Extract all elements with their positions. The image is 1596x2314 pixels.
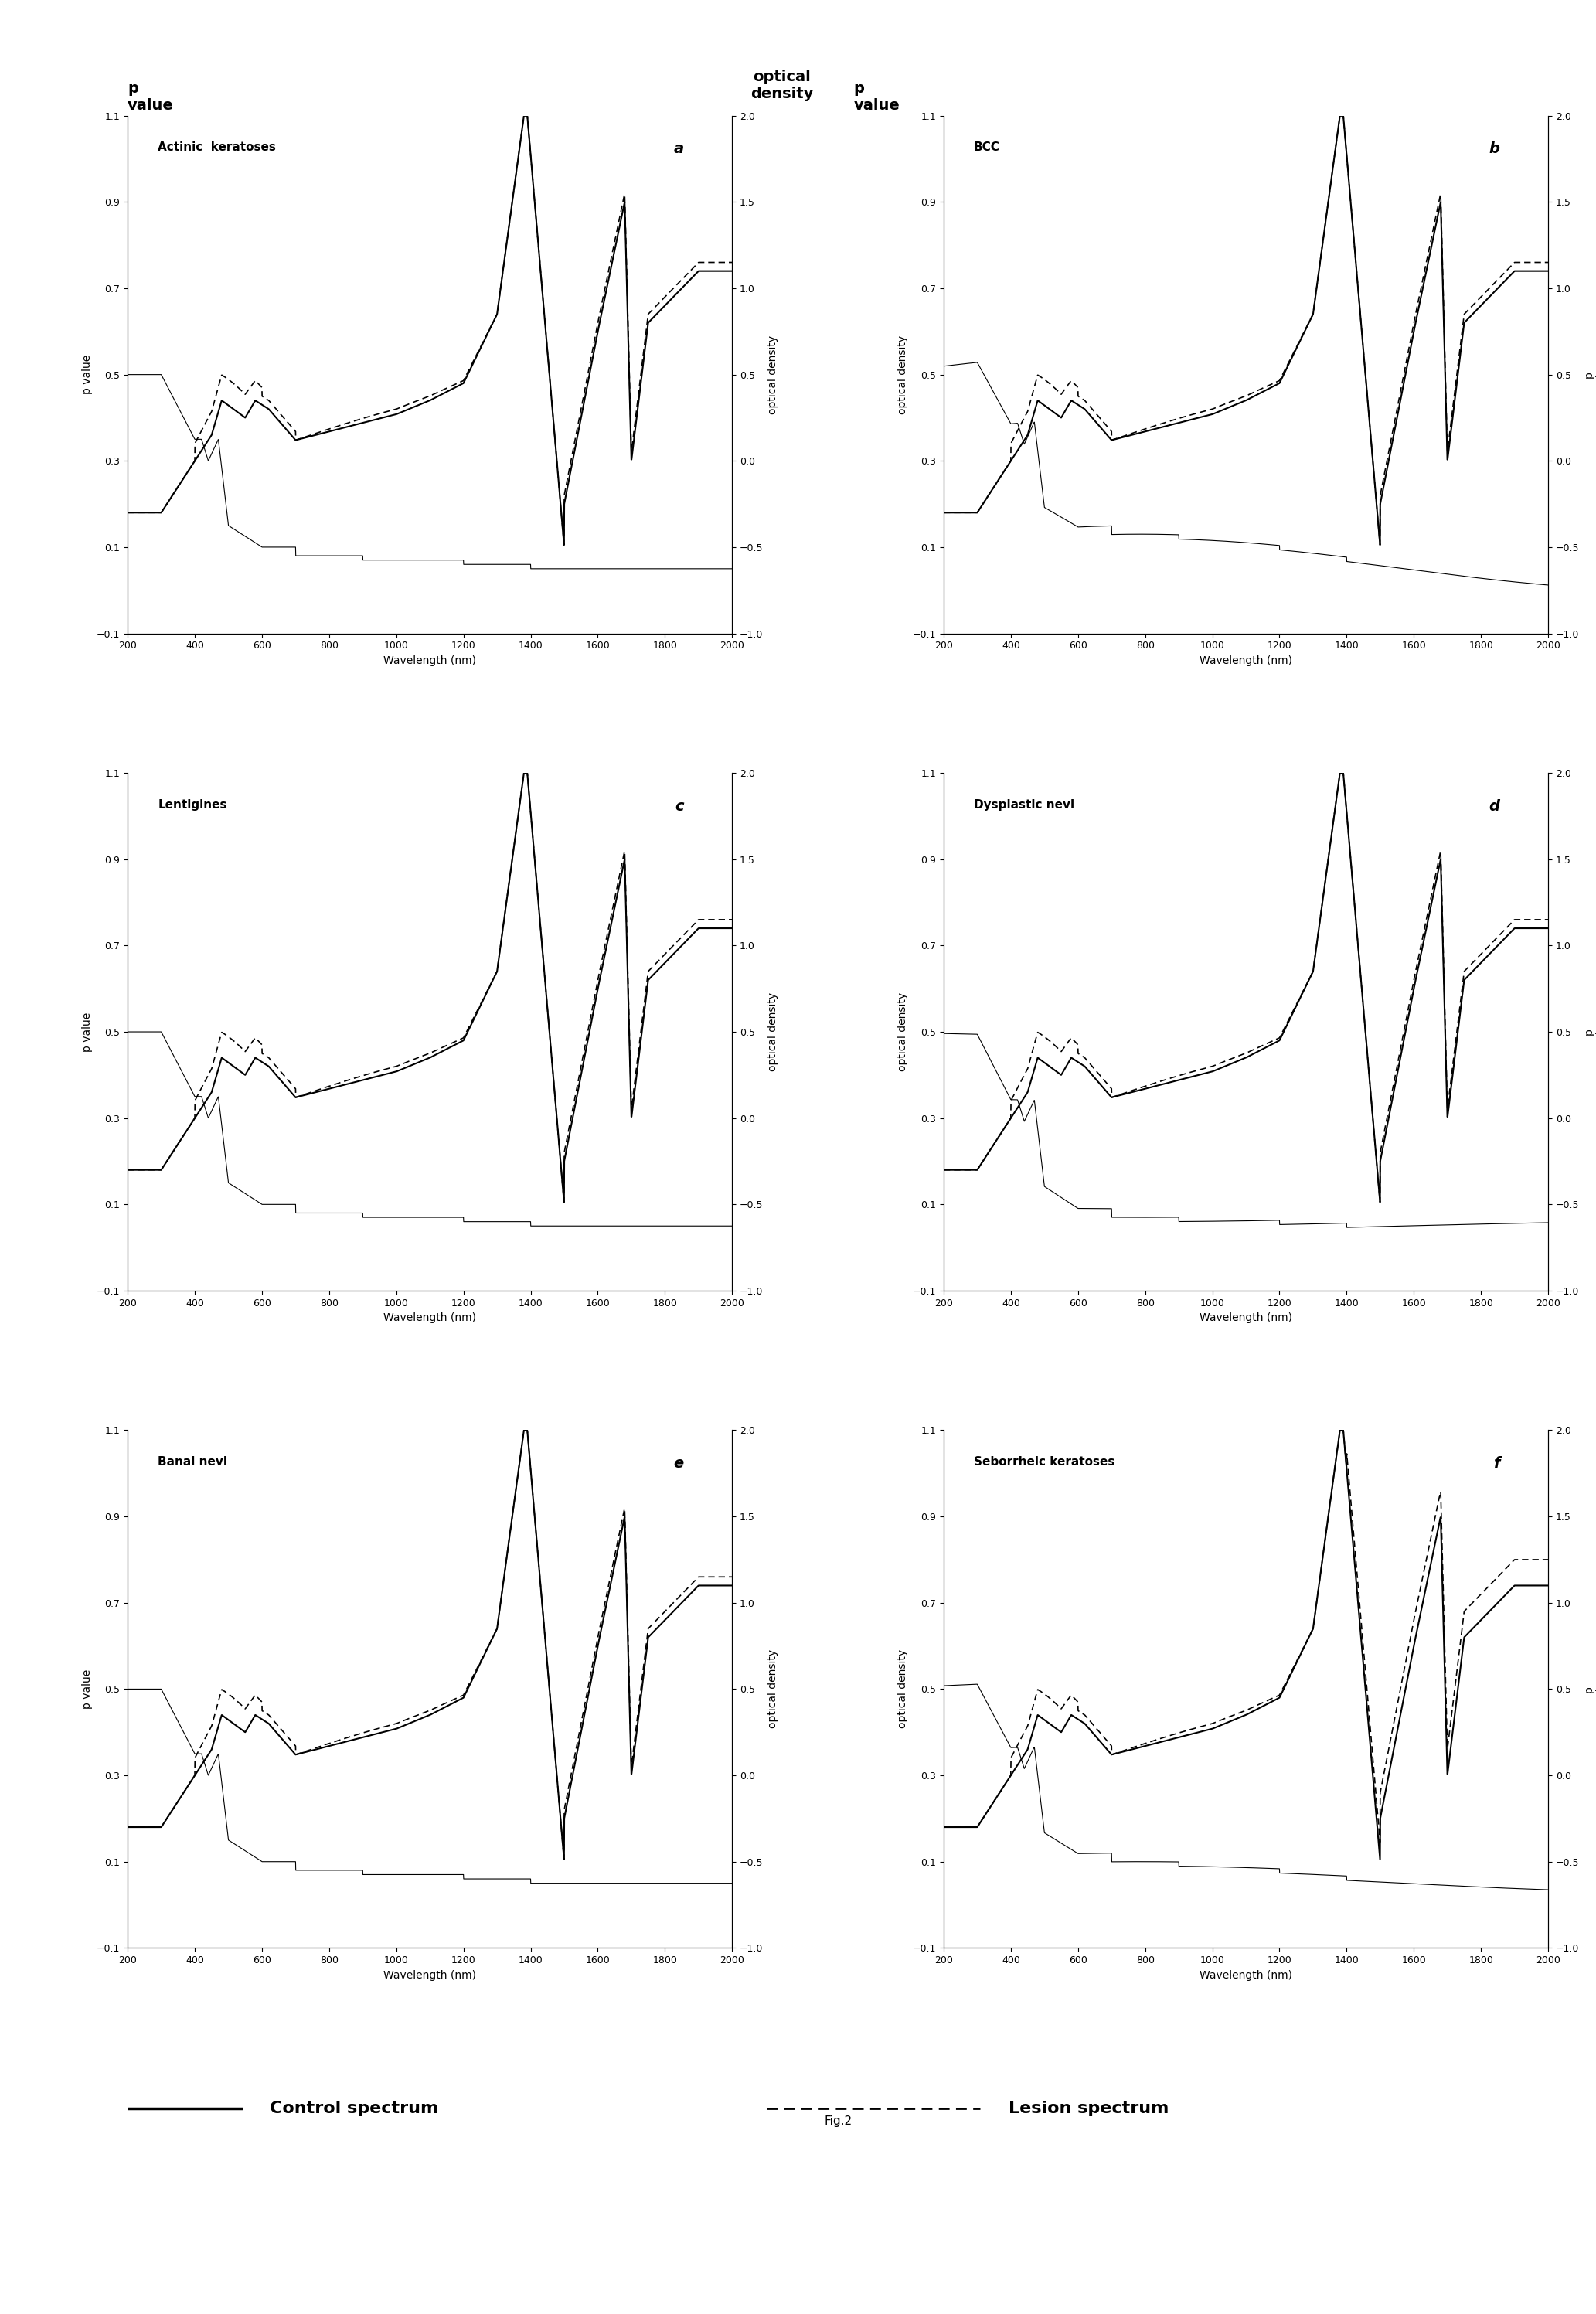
Text: c: c	[675, 798, 683, 815]
Y-axis label: optical density: optical density	[768, 1650, 779, 1729]
Y-axis label: optical density: optical density	[897, 336, 908, 414]
Y-axis label: p
value: p value	[1583, 1675, 1596, 1703]
X-axis label: Wavelength (nm): Wavelength (nm)	[383, 1969, 476, 1981]
Y-axis label: p value: p value	[81, 354, 93, 393]
Text: Lentigines: Lentigines	[158, 798, 227, 810]
Y-axis label: p value: p value	[81, 1011, 93, 1051]
Y-axis label: optical density: optical density	[768, 336, 779, 414]
Text: Seborrheic keratoses: Seborrheic keratoses	[974, 1456, 1116, 1467]
Text: BCC: BCC	[974, 141, 1001, 153]
X-axis label: Wavelength (nm): Wavelength (nm)	[1200, 655, 1293, 666]
X-axis label: Wavelength (nm): Wavelength (nm)	[1200, 1969, 1293, 1981]
Text: d: d	[1489, 798, 1500, 815]
Text: p
value: p value	[854, 81, 900, 113]
Text: p
value: p value	[128, 81, 174, 113]
Y-axis label: p
value: p value	[1583, 361, 1596, 389]
Y-axis label: optical density: optical density	[768, 993, 779, 1071]
Text: Control spectrum: Control spectrum	[270, 2101, 439, 2115]
Y-axis label: p
value: p value	[1583, 1018, 1596, 1046]
X-axis label: Wavelength (nm): Wavelength (nm)	[1200, 1312, 1293, 1324]
Text: Banal nevi: Banal nevi	[158, 1456, 228, 1467]
Text: Fig.2: Fig.2	[824, 2115, 852, 2127]
Text: optical
density: optical density	[750, 69, 814, 102]
Text: b: b	[1489, 141, 1500, 157]
Text: Dysplastic nevi: Dysplastic nevi	[974, 798, 1074, 810]
Text: Lesion spectrum: Lesion spectrum	[1009, 2101, 1168, 2115]
Text: f: f	[1494, 1456, 1500, 1472]
Y-axis label: p value: p value	[81, 1668, 93, 1708]
Y-axis label: optical density: optical density	[897, 1650, 908, 1729]
Text: e: e	[674, 1456, 683, 1472]
Y-axis label: optical density: optical density	[897, 993, 908, 1071]
Text: a: a	[674, 141, 683, 157]
Text: Actinic  keratoses: Actinic keratoses	[158, 141, 276, 153]
X-axis label: Wavelength (nm): Wavelength (nm)	[383, 655, 476, 666]
X-axis label: Wavelength (nm): Wavelength (nm)	[383, 1312, 476, 1324]
